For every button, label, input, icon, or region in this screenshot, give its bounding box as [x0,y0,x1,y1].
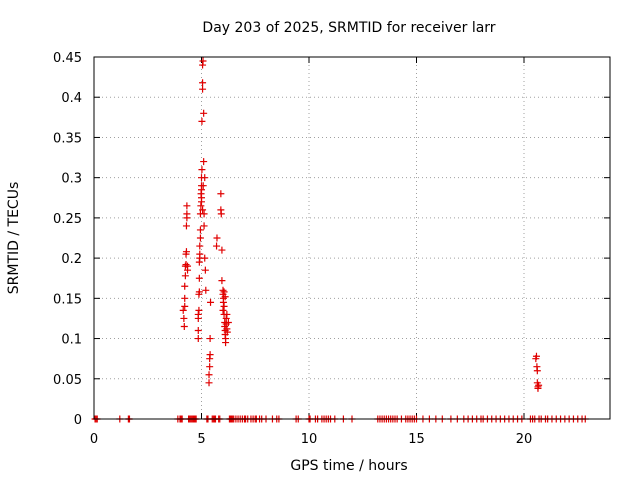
data-point [195,274,203,282]
data-point [207,298,215,306]
data-point [183,202,191,210]
y-tick-label: 0.15 [53,292,82,307]
y-tick-label: 0.25 [53,212,82,227]
grid [94,57,610,419]
data-point [181,282,189,290]
data-points [91,57,589,423]
data-point [200,158,208,166]
data-point [223,328,231,336]
axis-ticks [93,56,610,420]
data-point [180,322,188,330]
data-point [182,261,190,269]
data-point [194,310,202,318]
x-tick-label: 0 [90,432,98,447]
data-point [195,288,203,296]
y-tick-label: 0 [74,413,82,428]
data-point [180,314,188,322]
chart-title: Day 203 of 2025, SRMTID for receiver lar… [202,20,495,36]
data-point [199,85,207,93]
x-axis-label: GPS time / hours [290,458,407,474]
data-point [219,306,227,314]
data-point [221,293,229,301]
data-point [181,294,189,302]
data-point [535,381,543,389]
y-tick-label: 0.35 [53,131,82,146]
data-point [183,210,191,218]
y-tick-label: 0.05 [53,373,82,388]
data-point [200,222,208,230]
y-tick-label: 0.3 [61,172,82,187]
data-point [223,310,231,318]
data-point [206,363,214,371]
data-point [532,352,540,360]
data-point [205,371,213,379]
data-point [198,166,206,174]
data-point [219,298,227,306]
data-point [198,117,206,125]
data-point [206,351,214,359]
data-point [179,306,187,314]
data-point [213,242,221,250]
data-point [224,318,232,326]
data-point [205,379,213,387]
data-point [201,266,209,274]
data-point [195,306,203,314]
data-point [194,335,202,343]
data-point [181,302,189,310]
data-point [182,248,190,256]
y-axis-label: SRMTID / TECUs [6,182,22,295]
data-point [182,222,190,230]
data-point [201,174,209,182]
data-point [199,57,207,65]
data-point [181,272,189,280]
y-tick-label: 0.1 [61,333,82,348]
y-tick-labels: 0 0.05 0.1 0.15 0.2 0.25 0.3 0.35 0.4 0.45 [53,51,82,428]
data-point [533,367,541,375]
plot-frame [93,56,611,420]
data-point [196,234,204,242]
data-point [184,266,192,274]
data-point [194,327,202,335]
y-tick-label: 0.45 [53,51,82,66]
data-point [202,286,210,294]
data-point [200,109,208,117]
x-tick-labels: 0 5 10 15 20 [90,432,532,447]
data-point [534,384,542,392]
data-point [201,254,209,262]
data-point [197,190,205,198]
data-point [199,182,207,190]
data-point [222,339,230,347]
x-tick-label: 20 [516,432,533,447]
x-tick-label: 5 [197,432,205,447]
data-point [218,246,226,254]
data-point [220,302,228,310]
y-tick-label: 0.2 [61,252,82,267]
data-point [220,288,228,296]
data-point [199,206,207,214]
data-point [197,202,205,210]
data-point [196,226,204,234]
data-point [196,242,204,250]
y-tick-label: 0.4 [61,91,82,106]
x-tick-label: 10 [301,432,318,447]
data-point [217,190,225,198]
data-point [196,250,204,258]
data-point [218,277,226,285]
data-point [213,234,221,242]
data-point [200,210,208,218]
x-tick-label: 15 [408,432,425,447]
data-point [217,210,225,218]
data-point [199,79,207,87]
data-point [206,335,214,343]
